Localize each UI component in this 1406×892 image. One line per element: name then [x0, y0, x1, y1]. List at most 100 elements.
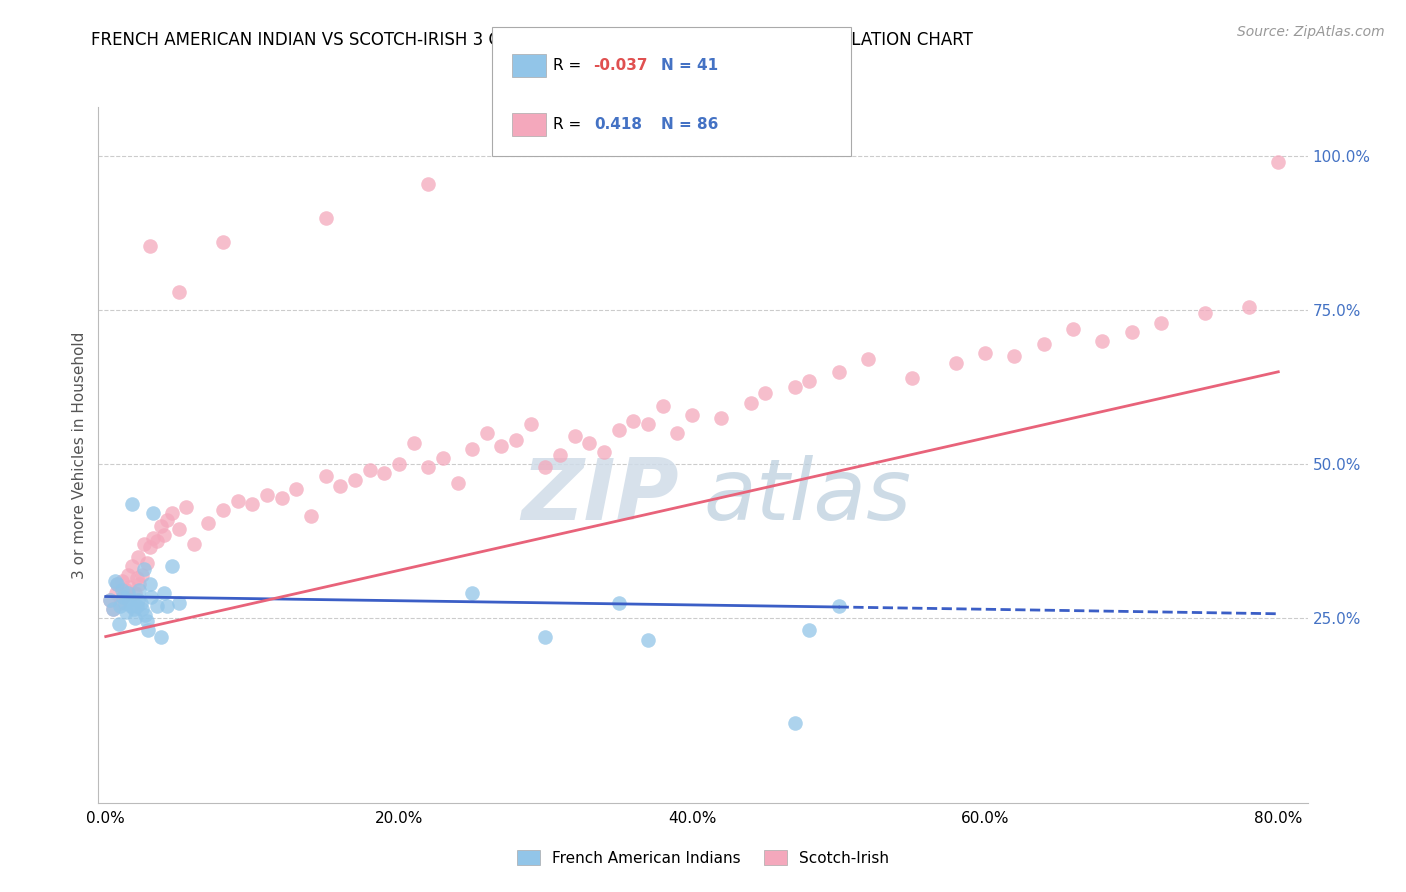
Point: [136, 624, 159, 638]
Point: [146, 599, 169, 613]
Point: [299, 509, 322, 524]
Point: [783, 380, 806, 394]
Point: [740, 395, 762, 409]
Point: [127, 549, 149, 564]
Point: [183, 537, 205, 551]
Point: [156, 512, 179, 526]
Legend: French American Indians, Scotch-Irish: French American Indians, Scotch-Irish: [510, 844, 896, 871]
Point: [461, 442, 484, 456]
Point: [197, 516, 219, 530]
Point: [1032, 337, 1054, 351]
Point: [827, 365, 849, 379]
Point: [607, 423, 630, 437]
Point: [121, 558, 143, 573]
Point: [373, 467, 395, 481]
Point: [578, 435, 600, 450]
Point: [150, 630, 173, 644]
Point: [124, 611, 146, 625]
Point: [153, 586, 176, 600]
Point: [799, 374, 821, 388]
Point: [101, 602, 124, 616]
Point: [112, 590, 135, 604]
Point: [124, 586, 146, 600]
Point: [621, 414, 644, 428]
Point: [593, 445, 616, 459]
Point: [167, 285, 190, 299]
Point: [115, 583, 138, 598]
Point: [146, 534, 169, 549]
Point: [138, 577, 160, 591]
Point: [125, 599, 148, 613]
Point: [402, 435, 425, 450]
Point: [117, 568, 139, 582]
Point: [1091, 334, 1114, 348]
Point: [121, 497, 143, 511]
Point: [115, 605, 138, 619]
Point: [388, 457, 411, 471]
Point: [343, 473, 366, 487]
Text: N = 86: N = 86: [661, 118, 718, 132]
Point: [1062, 321, 1084, 335]
Point: [226, 494, 249, 508]
Point: [132, 562, 155, 576]
Point: [98, 592, 121, 607]
Point: [315, 211, 337, 225]
Point: [475, 426, 498, 441]
Point: [505, 433, 527, 447]
Point: [160, 558, 183, 573]
Point: [666, 426, 689, 441]
Y-axis label: 3 or more Vehicles in Household: 3 or more Vehicles in Household: [72, 331, 87, 579]
Point: [212, 235, 235, 250]
Point: [1194, 306, 1216, 320]
Point: [359, 463, 381, 477]
Point: [131, 568, 153, 582]
Text: 0.418: 0.418: [595, 118, 643, 132]
Point: [134, 607, 156, 622]
Point: [520, 417, 543, 431]
Point: [534, 630, 557, 644]
Point: [132, 537, 155, 551]
Point: [150, 518, 173, 533]
Point: [418, 177, 440, 191]
Point: [110, 596, 132, 610]
Point: [114, 596, 136, 610]
Point: [167, 522, 190, 536]
Point: [827, 599, 849, 613]
Point: [212, 503, 235, 517]
Point: [107, 577, 129, 591]
Point: [681, 408, 703, 422]
Point: [901, 371, 924, 385]
Point: [111, 574, 134, 589]
Point: [432, 450, 454, 465]
Point: [176, 500, 198, 515]
Point: [156, 599, 179, 613]
Point: [754, 386, 776, 401]
Point: [491, 439, 513, 453]
Point: [129, 596, 152, 610]
Point: [111, 583, 134, 598]
Point: [945, 355, 967, 369]
Point: [270, 491, 292, 505]
Point: [534, 460, 557, 475]
Point: [710, 411, 733, 425]
Point: [564, 429, 586, 443]
Point: [240, 497, 263, 511]
Point: [107, 577, 129, 591]
Point: [167, 596, 190, 610]
Point: [118, 592, 141, 607]
Point: [651, 399, 673, 413]
Point: [637, 417, 659, 431]
Point: [122, 602, 145, 616]
Text: R =: R =: [553, 58, 586, 72]
Point: [128, 577, 150, 591]
Point: [117, 586, 139, 600]
Point: [135, 556, 157, 570]
Point: [285, 482, 308, 496]
Point: [1121, 325, 1143, 339]
Text: -0.037: -0.037: [593, 58, 648, 72]
Point: [548, 448, 571, 462]
Point: [128, 583, 150, 598]
Text: Source: ZipAtlas.com: Source: ZipAtlas.com: [1237, 25, 1385, 39]
Point: [1150, 316, 1173, 330]
Point: [105, 586, 128, 600]
